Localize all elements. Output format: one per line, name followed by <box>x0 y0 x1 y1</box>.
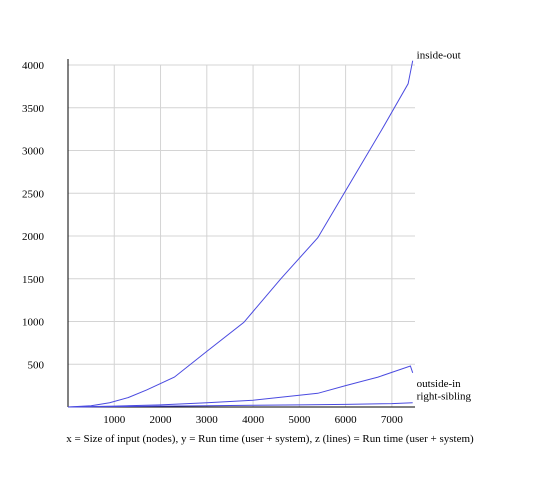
series-label-right-sibling: right-sibling <box>417 391 472 403</box>
y-tick-label: 2500 <box>22 188 45 200</box>
series-label-inside-out: inside-out <box>417 50 461 62</box>
x-tick-label: 2000 <box>150 414 173 426</box>
x-axis-caption: x = Size of input (nodes), y = Run time … <box>66 433 474 445</box>
series-line-inside-out <box>67 60 414 408</box>
x-tick-label: 7000 <box>381 414 404 426</box>
series-lines <box>67 60 414 408</box>
x-tick-label: 5000 <box>288 414 311 426</box>
grid <box>68 64 415 407</box>
x-tick-label: 3000 <box>196 414 219 426</box>
series-label-outside-in: outside-in <box>417 378 461 390</box>
x-tick-label: 6000 <box>335 414 358 426</box>
x-tick-label: 1000 <box>103 414 126 426</box>
x-tick-labels: 1000 2000 3000 4000 5000 6000 7000 <box>103 414 403 426</box>
y-tick-label: 4000 <box>22 60 45 72</box>
y-tick-label: 2000 <box>22 231 45 243</box>
series-line-right-sibling <box>67 402 413 408</box>
y-tick-label: 1500 <box>22 274 45 286</box>
y-tick-labels: 500 1000 1500 2000 2500 3000 3500 4000 <box>22 60 45 371</box>
y-tick-label: 3500 <box>22 103 45 115</box>
y-tick-label: 1000 <box>22 317 45 329</box>
y-tick-label: 500 <box>28 359 45 371</box>
x-tick-label: 4000 <box>242 414 265 426</box>
series-line-outside-in <box>67 365 414 408</box>
y-tick-label: 3000 <box>22 146 45 158</box>
axes <box>67 59 415 408</box>
